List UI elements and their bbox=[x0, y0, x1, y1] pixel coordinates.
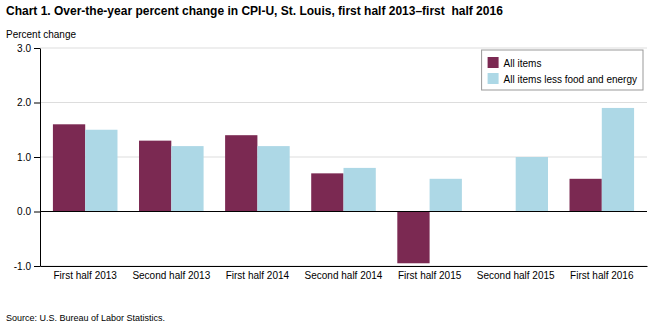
x-tick: First half 2016 bbox=[570, 266, 634, 281]
legend-item: All items less food and energy bbox=[488, 73, 637, 85]
legend-swatch bbox=[488, 57, 499, 68]
x-tick-label: First half 2016 bbox=[570, 270, 634, 281]
grid-line bbox=[40, 157, 647, 158]
bar bbox=[257, 146, 289, 211]
y-axis-label: Percent change bbox=[6, 29, 76, 40]
bar bbox=[430, 179, 462, 212]
x-tick-label: Second half 2015 bbox=[477, 270, 555, 281]
x-tick-label: Second half 2013 bbox=[132, 270, 210, 281]
bar bbox=[516, 157, 548, 212]
y-tick-mark bbox=[34, 212, 40, 213]
legend-label: All items bbox=[504, 58, 542, 69]
y-tick: 0.0 bbox=[17, 206, 40, 217]
y-tick-mark bbox=[34, 48, 40, 49]
bar bbox=[570, 179, 602, 212]
y-tick-label: -1.0 bbox=[14, 261, 32, 272]
legend-label: All items less food and energy bbox=[504, 74, 637, 85]
x-tick: Second half 2015 bbox=[477, 266, 555, 281]
x-tick-label: Second half 2014 bbox=[305, 270, 383, 281]
y-tick-mark bbox=[34, 103, 40, 104]
x-tick: First half 2015 bbox=[398, 266, 462, 281]
bars bbox=[53, 108, 634, 263]
x-tick-label: First half 2014 bbox=[226, 270, 290, 281]
legend-item: All items bbox=[488, 57, 542, 69]
title: Chart 1. Over-the-year percent change in… bbox=[6, 4, 503, 18]
x-tick: Second half 2014 bbox=[305, 266, 383, 281]
x-tick: Second half 2013 bbox=[132, 266, 210, 281]
y-tick-label: 1.0 bbox=[17, 152, 31, 163]
y-tick-mark bbox=[34, 157, 40, 158]
zero-line bbox=[40, 211, 647, 212]
grid-line bbox=[40, 211, 647, 212]
y-axis: -1.0 0.0 1.0 2.0 3.0 bbox=[14, 43, 41, 272]
y-tick: 1.0 bbox=[17, 152, 40, 163]
y-tick-label: 3.0 bbox=[17, 43, 31, 54]
bar bbox=[85, 130, 117, 212]
legend-swatch bbox=[488, 73, 499, 84]
x-tick: First half 2013 bbox=[54, 266, 118, 281]
grid bbox=[40, 48, 647, 266]
plot: -1.0 0.0 1.0 2.0 3.0 First half 2013 Second ha… bbox=[14, 43, 648, 281]
x-axis-line bbox=[41, 266, 648, 267]
x-tick-label: First half 2013 bbox=[54, 270, 118, 281]
y-tick: -1.0 bbox=[14, 261, 40, 272]
legend-frame bbox=[482, 50, 643, 90]
y-tick-label: 0.0 bbox=[17, 206, 31, 217]
chart-svg: Chart 1. Over-the-year percent change in… bbox=[0, 0, 659, 326]
bar-series bbox=[85, 108, 634, 212]
x-tick-label: First half 2015 bbox=[398, 270, 462, 281]
y-axis-line bbox=[40, 49, 41, 267]
bar bbox=[397, 212, 429, 264]
bar bbox=[171, 146, 203, 211]
y-tick-mark bbox=[34, 266, 40, 267]
y-tick: 3.0 bbox=[17, 43, 40, 54]
bar bbox=[602, 108, 634, 212]
bar bbox=[53, 124, 85, 211]
x-tick: First half 2014 bbox=[226, 266, 290, 281]
bar bbox=[225, 135, 257, 211]
source: Source: U.S. Bureau of Labor Statistics. bbox=[6, 313, 165, 323]
bar bbox=[139, 141, 171, 212]
grid-line bbox=[40, 102, 647, 103]
grid-line bbox=[40, 266, 647, 267]
bar bbox=[311, 173, 343, 211]
grid-line bbox=[40, 48, 647, 49]
legend: All items All items less food and energy bbox=[482, 50, 643, 90]
y-tick: 2.0 bbox=[17, 97, 40, 108]
bar bbox=[344, 168, 376, 212]
x-axis: First half 2013 Second half 2013 First hal… bbox=[41, 266, 648, 281]
y-tick-label: 2.0 bbox=[17, 97, 31, 108]
bar-series bbox=[53, 124, 602, 263]
